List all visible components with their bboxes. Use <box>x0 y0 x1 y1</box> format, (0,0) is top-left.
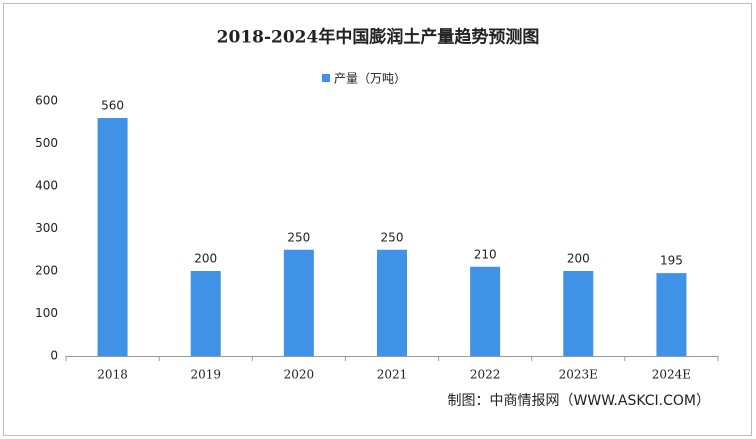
bar <box>470 266 501 356</box>
x-tick-label: 2018 <box>97 368 128 382</box>
data-label: 250 <box>287 230 310 244</box>
legend-label: 产量（万吨） <box>334 72 406 86</box>
data-label: 250 <box>381 230 404 244</box>
y-tick-label: 300 <box>35 221 58 235</box>
y-tick-label: 500 <box>35 136 58 150</box>
x-tick-label: 2021 <box>377 368 408 382</box>
x-tick-label: 2023E <box>559 368 598 382</box>
bar <box>190 271 221 356</box>
data-label: 560 <box>101 99 124 113</box>
legend-swatch <box>322 74 330 82</box>
bar <box>97 118 128 356</box>
bar <box>656 273 687 356</box>
y-tick-label: 600 <box>35 94 58 108</box>
bar <box>563 271 594 356</box>
bar <box>283 249 314 356</box>
chart-title: 2018-2024年中国膨润土产量趋势预测图 <box>217 27 540 48</box>
y-tick-label: 400 <box>35 179 58 193</box>
x-tick-label: 2019 <box>190 368 221 382</box>
x-tick-label: 2024E <box>652 368 691 382</box>
bar <box>377 249 407 356</box>
data-label: 200 <box>567 252 590 266</box>
y-tick-label: 100 <box>35 306 58 320</box>
x-tick-label: 2022 <box>470 368 501 382</box>
y-tick-label: 200 <box>35 264 58 278</box>
data-label: 195 <box>660 254 683 268</box>
data-label: 210 <box>474 247 497 261</box>
data-label: 200 <box>194 252 217 266</box>
source-note: 制图：中商情报网（WWW.ASKCI.COM） <box>448 393 710 409</box>
x-tick-label: 2020 <box>284 368 315 382</box>
frame <box>3 3 752 436</box>
y-tick-label: 0 <box>50 349 58 363</box>
